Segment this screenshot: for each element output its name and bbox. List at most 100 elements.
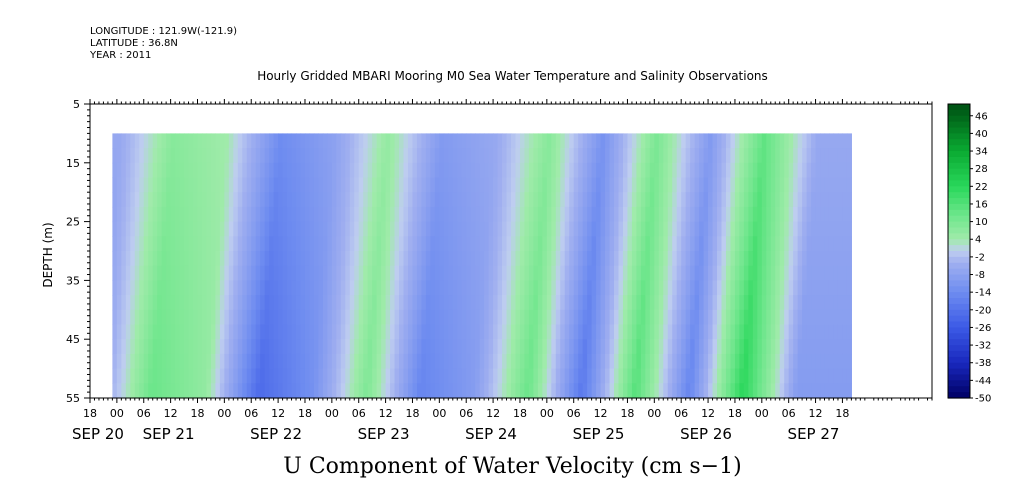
heatmap-cell xyxy=(188,383,194,399)
heatmap-cell xyxy=(112,236,118,252)
heatmap-cell xyxy=(210,280,217,296)
heatmap-cell xyxy=(215,280,221,296)
heatmap-cell xyxy=(336,265,342,281)
heatmap-cell xyxy=(407,309,414,326)
heatmap-cell xyxy=(475,280,481,296)
heatmap-cell xyxy=(430,383,436,399)
heatmap-cell xyxy=(551,368,557,384)
heatmap-cell xyxy=(649,162,655,179)
heatmap-cell xyxy=(175,324,181,340)
heatmap-cell xyxy=(112,133,118,149)
heatmap-cell xyxy=(407,324,414,340)
heatmap-cell xyxy=(331,221,337,237)
heatmap-cell xyxy=(349,368,355,384)
colorbar-label: 16 xyxy=(975,199,988,210)
heatmap-cell xyxy=(313,251,320,267)
heatmap-cell xyxy=(237,162,243,179)
heatmap-cell xyxy=(367,148,373,164)
heatmap-cell xyxy=(130,236,136,252)
heatmap-cell xyxy=(842,295,848,311)
heatmap-cell xyxy=(605,192,611,208)
heatmap-cell xyxy=(251,265,257,281)
heatmap-cell xyxy=(354,236,360,252)
heatmap-cell xyxy=(658,206,664,223)
heatmap-cell xyxy=(636,339,642,355)
heatmap-cell xyxy=(385,265,391,281)
heatmap-cell xyxy=(412,368,418,384)
heatmap-cell xyxy=(318,192,324,208)
heatmap-cell xyxy=(743,309,749,326)
heatmap-cell xyxy=(712,133,718,149)
heatmap-cell xyxy=(443,162,449,179)
heatmap-cell xyxy=(712,206,718,223)
heatmap-cell xyxy=(443,280,449,296)
heatmap-cell xyxy=(282,368,288,384)
heatmap-cell xyxy=(354,309,360,326)
heatmap-cell xyxy=(649,177,655,193)
heatmap-cell xyxy=(730,324,736,340)
heatmap-cell xyxy=(175,148,181,164)
heatmap-cell xyxy=(439,251,445,267)
heatmap-cell xyxy=(676,353,682,370)
heatmap-cell xyxy=(537,368,543,384)
heatmap-cell xyxy=(484,324,490,340)
heatmap-cell xyxy=(143,368,149,384)
heatmap-cell xyxy=(161,265,167,281)
heatmap-cell xyxy=(148,265,154,281)
heatmap-cell xyxy=(372,383,378,399)
heatmap-cell xyxy=(537,280,543,296)
heatmap-cell xyxy=(784,353,790,370)
heatmap-cell xyxy=(470,280,476,296)
heatmap-cell xyxy=(461,309,467,326)
heatmap-cell xyxy=(121,177,127,193)
heatmap-cell xyxy=(336,353,342,370)
heatmap-cell xyxy=(837,177,844,193)
heatmap-cell xyxy=(743,324,749,340)
heatmap-cell xyxy=(139,324,145,340)
heatmap-cell xyxy=(484,368,490,384)
heatmap-cell xyxy=(645,206,651,223)
heatmap-cell xyxy=(475,221,481,237)
longitude-label: LONGITUDE : 121.9W(-121.9) xyxy=(90,26,237,37)
heatmap-cell xyxy=(237,295,243,311)
heatmap-cell xyxy=(842,324,848,340)
heatmap-cell xyxy=(820,383,826,399)
heatmap-cell xyxy=(461,265,467,281)
heatmap-cell xyxy=(434,324,440,340)
heatmap-cell xyxy=(152,265,158,281)
heatmap-cell xyxy=(425,206,431,223)
heatmap-cell xyxy=(134,339,140,355)
heatmap-cell xyxy=(752,280,758,296)
heatmap-cell xyxy=(820,162,826,179)
heatmap-cell xyxy=(416,368,423,384)
heatmap-cell xyxy=(116,368,122,384)
heatmap-cell xyxy=(403,236,409,252)
heatmap-cell xyxy=(385,177,391,193)
heatmap-cell xyxy=(596,280,602,296)
heatmap-cell xyxy=(331,133,337,149)
heatmap-cell xyxy=(555,251,561,267)
heatmap-cell xyxy=(708,221,714,237)
heatmap-cell xyxy=(372,221,378,237)
heatmap-cell xyxy=(161,280,167,296)
heatmap-cell xyxy=(116,251,122,267)
heatmap-cell xyxy=(439,383,445,399)
heatmap-cell xyxy=(694,265,700,281)
heatmap-cell xyxy=(381,339,387,355)
heatmap-cell xyxy=(134,162,140,179)
heatmap-cell xyxy=(184,383,190,399)
heatmap-cell xyxy=(578,148,584,164)
heatmap-cell xyxy=(255,368,261,384)
heatmap-cell xyxy=(605,309,611,326)
heatmap-cell xyxy=(820,206,826,223)
heatmap-cell xyxy=(148,368,154,384)
heatmap-cell xyxy=(672,309,678,326)
heatmap-cell xyxy=(609,236,615,252)
heatmap-cell xyxy=(528,295,534,311)
heatmap-cell xyxy=(322,177,328,193)
heatmap-cell xyxy=(591,177,597,193)
heatmap-cell xyxy=(125,383,131,399)
heatmap-cell xyxy=(846,177,852,193)
heatmap-cell xyxy=(846,236,852,252)
heatmap-cell xyxy=(502,236,508,252)
